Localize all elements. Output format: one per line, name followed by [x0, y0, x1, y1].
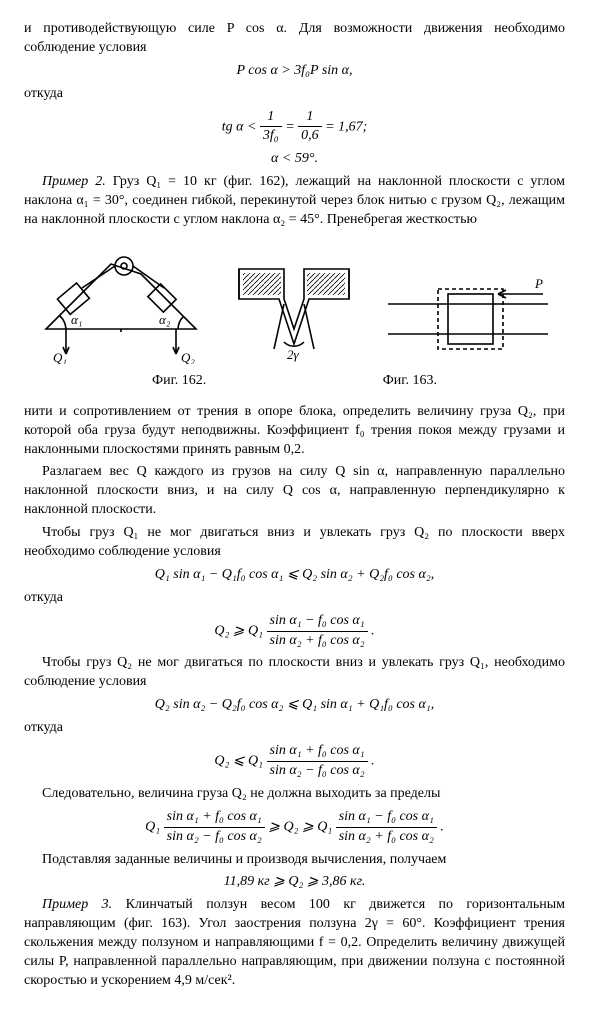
equation-7: Q₂ ⩽ Q₁ sin α₁ + f₀ cos α₁ sin α₂ − f₀ c… — [24, 742, 565, 781]
q2-label: Q₂ — [181, 350, 195, 364]
eq-text: ⩾ Q₂ ⩾ Q₁ — [268, 819, 332, 834]
paragraph: нити и сопротивлением от трения в опоре … — [24, 403, 565, 460]
period: . — [440, 819, 444, 834]
period: . — [371, 623, 375, 638]
equation-8: Q₁ sin α₁ + f₀ cos α₁ sin α₂ − f₀ cos α₂… — [24, 808, 565, 847]
eq-text: tg α < — [222, 119, 257, 134]
numerator: sin α₁ + f₀ cos α₁ — [267, 742, 368, 762]
example-label: Пример 2. — [42, 174, 106, 189]
equation-2: tg α < 1 3f₀ = 1 0,6 = 1,67; — [24, 108, 565, 147]
figure-162-diagram: α₁ α₂ Q₁ Q₂ — [36, 244, 206, 364]
paragraph: Чтобы груз Q₁ не мог двигаться вниз и ув… — [24, 524, 565, 562]
example2: Пример 2. Груз Q₁ = 10 кг (фиг. 162), ле… — [24, 173, 565, 230]
fraction: sin α₁ − f₀ cos α₁ sin α₂ + f₀ cos α₂ — [267, 612, 368, 651]
equation-6: Q₂ sin α₂ − Q₂f₀ cos α₂ ⩽ Q₁ sin α₁ + Q₁… — [24, 696, 565, 715]
fig163-caption: Фиг. 163. — [296, 372, 523, 391]
eq-text: = 1,67; — [325, 119, 367, 134]
denominator: 3f₀ — [260, 127, 282, 146]
paragraph: Следовательно, величина груза Q₂ не долж… — [24, 785, 565, 804]
eq-text: = — [285, 119, 294, 134]
figure-163-left: 2γ — [229, 244, 359, 364]
alpha1-label: α₁ — [71, 312, 82, 327]
numerator: sin α₁ − f₀ cos α₁ — [336, 808, 437, 828]
denominator: 0,6 — [298, 127, 322, 146]
equation-9: 11,89 кг ⩾ Q₂ ⩾ 3,86 кг. — [24, 873, 565, 892]
eq-text: Q₂ ⩽ Q₁ — [214, 754, 263, 769]
fraction: sin α₁ + f₀ cos α₁ sin α₂ − f₀ cos α₂ — [267, 742, 368, 781]
eq-text: Q₁ — [145, 819, 160, 834]
example-body: Груз Q₁ = 10 кг (фиг. 162), лежащий на н… — [24, 174, 565, 227]
q1-label: Q₁ — [53, 350, 67, 364]
fraction: sin α₁ − f₀ cos α₁ sin α₂ + f₀ cos α₂ — [336, 808, 437, 847]
equation-3: α < 59°. — [24, 150, 565, 169]
fraction: sin α₁ + f₀ cos α₁ sin α₂ − f₀ cos α₂ — [164, 808, 265, 847]
numerator: sin α₁ + f₀ cos α₁ — [164, 808, 265, 828]
denominator: sin α₂ − f₀ cos α₂ — [267, 762, 368, 781]
eq-text: Q₂ ⩾ Q₁ — [214, 623, 263, 638]
p-label: P — [534, 276, 543, 291]
equation-5: Q₂ ⩾ Q₁ sin α₁ − f₀ cos α₁ sin α₂ + f₀ c… — [24, 612, 565, 651]
equation-4: Q₁ sin α₁ − Q₁f₀ cos α₁ ⩽ Q₂ sin α₂ + Q₂… — [24, 566, 565, 585]
otkuda-label: откуда — [24, 85, 565, 104]
numerator: sin α₁ − f₀ cos α₁ — [267, 612, 368, 632]
fraction: 1 0,6 — [298, 108, 322, 147]
denominator: sin α₂ − f₀ cos α₂ — [164, 828, 265, 847]
otkuda-label: откуда — [24, 589, 565, 608]
otkuda-label: откуда — [24, 719, 565, 738]
fraction: 1 3f₀ — [260, 108, 282, 147]
figure-captions: Фиг. 162. Фиг. 163. — [24, 372, 565, 391]
figures-row: α₁ α₂ Q₁ Q₂ 2γ — [24, 244, 565, 364]
numerator: 1 — [298, 108, 322, 128]
example3: Пример 3. Клинчатый ползун весом 100 кг … — [24, 896, 565, 990]
alpha2-label: α₂ — [159, 312, 171, 327]
example-label: Пример 3. — [42, 897, 112, 912]
equation-1: P cos α > 3f₀P sin α, — [24, 62, 565, 81]
period: . — [371, 754, 375, 769]
paragraph: Подставляя заданные величины и производя… — [24, 851, 565, 870]
numerator: 1 — [260, 108, 282, 128]
fig162-caption: Фиг. 162. — [66, 372, 293, 391]
paragraph: и противодействующую силе P cos α. Для в… — [24, 20, 565, 58]
paragraph: Чтобы груз Q₂ не мог двигаться по плоско… — [24, 654, 565, 692]
paragraph: Разлагаем вес Q каждого из грузов на сил… — [24, 463, 565, 520]
denominator: sin α₂ + f₀ cos α₂ — [267, 632, 368, 651]
gamma-label: 2γ — [287, 347, 300, 362]
figure-163-right: P — [383, 274, 553, 364]
denominator: sin α₂ + f₀ cos α₂ — [336, 828, 437, 847]
